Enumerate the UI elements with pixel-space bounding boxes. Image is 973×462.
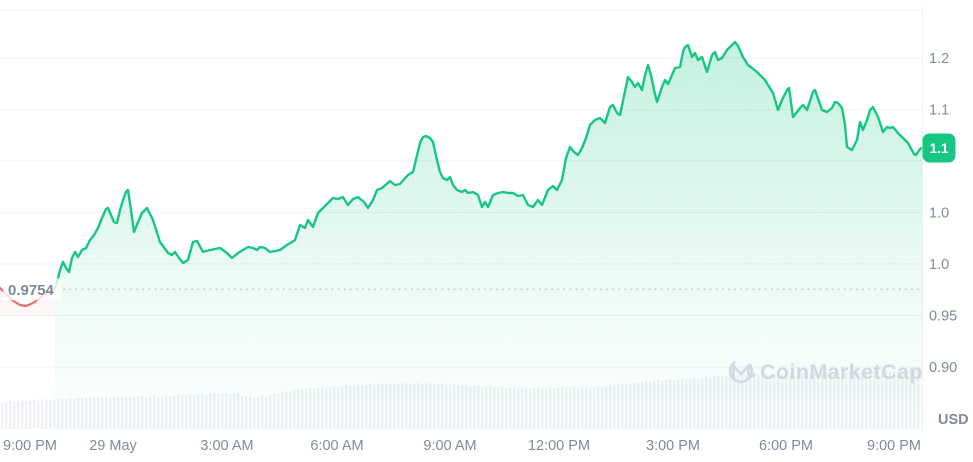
y-axis-tick-label: 1.1 [929, 103, 949, 119]
x-axis-tick-label: 6:00 PM [759, 438, 813, 454]
volume-bar [21, 400, 24, 430]
volume-bar [5, 401, 8, 430]
coinmarketcap-logo-icon [728, 358, 754, 384]
x-axis-tick-label: 9:00 AM [423, 438, 476, 454]
price-area-dot-texture [55, 42, 922, 430]
y-axis-tick-label: 0.90 [929, 360, 957, 376]
baseline-price-label: 0.9754 [8, 282, 55, 299]
x-axis-tick-label: 12:00 PM [528, 438, 590, 454]
volume-bar [1, 402, 4, 429]
last-price-badge: 1.1 [922, 133, 956, 163]
volume-bar [17, 401, 20, 429]
last-price-value: 1.1 [930, 141, 949, 156]
watermark: CoinMarketCap [728, 358, 923, 384]
volume-bar [53, 399, 56, 429]
volume-bar [45, 399, 48, 429]
x-axis-labels: 9:00 PM 29 May 3:00 AM 6:00 AM 9:00 AM 12:00 … [3, 438, 921, 454]
y-axis-labels: 1.2 1.1 1.0 1.0 0.95 0.90 [929, 51, 957, 376]
volume-bar [41, 399, 44, 429]
x-axis-tick-label: 29 May [89, 438, 137, 454]
x-axis-tick-label: 3:00 PM [646, 438, 700, 454]
last-price-badge-bg [922, 133, 956, 163]
down-segment-area-fill [0, 288, 55, 316]
coinmarketcap-logo-m [732, 364, 756, 379]
watermark-text: CoinMarketCap [760, 360, 923, 384]
volume-bar [25, 401, 28, 429]
y-axis-tick-label: 1.2 [929, 51, 949, 67]
x-axis-tick-label: 9:00 PM [3, 438, 57, 454]
price-line [53, 40, 924, 290]
x-axis-tick-label: 9:00 PM [867, 438, 921, 454]
volume-bar [37, 400, 40, 430]
y-axis-tick-label: 0.95 [929, 309, 957, 325]
volume-bar [29, 400, 32, 429]
x-axis-tick-label: 6:00 AM [310, 438, 363, 454]
chart-hover-area[interactable] [0, 10, 922, 431]
volume-bar [49, 400, 52, 430]
baseline-label-backing [3, 278, 61, 301]
volume-bar [33, 399, 36, 429]
y-axis-tick-label: 1.0 [929, 206, 949, 222]
x-axis-tick-label: 3:00 AM [200, 438, 253, 454]
volume-bar [9, 400, 12, 429]
currency-unit-label: USD [938, 412, 969, 428]
y-axis-tick-label: 1.0 [929, 257, 949, 273]
volume-bar [13, 402, 16, 429]
